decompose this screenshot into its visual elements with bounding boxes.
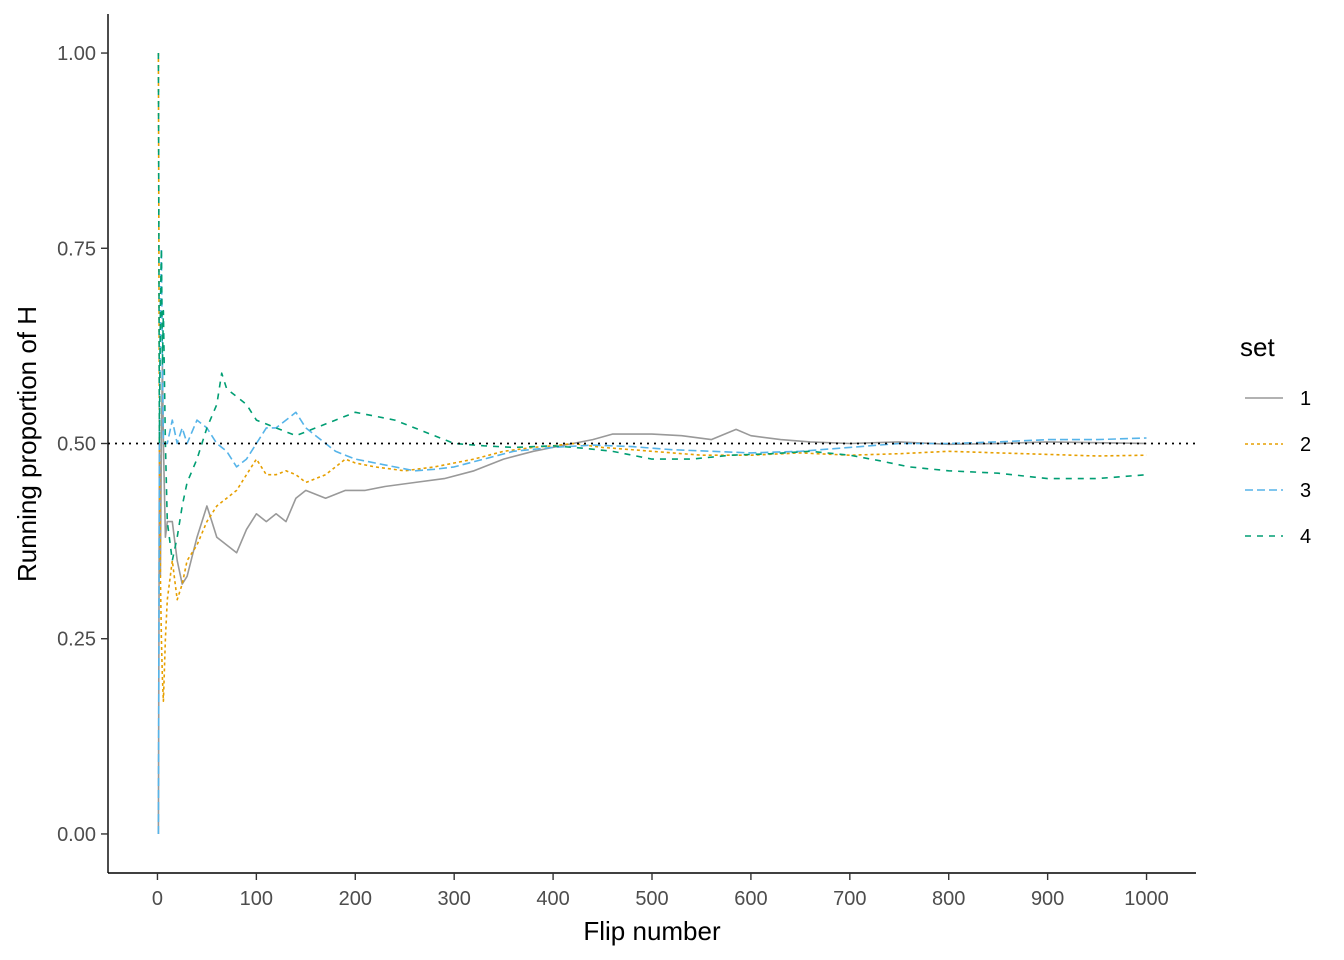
series-layer xyxy=(157,52,1147,835)
series-line-1 xyxy=(157,364,1147,835)
x-tick-label: 500 xyxy=(635,888,668,910)
x-tick-label: 600 xyxy=(734,888,767,910)
y-axis-title: Running proportion of H xyxy=(12,306,42,582)
y-tick-label: 0.00 xyxy=(57,824,96,846)
x-tick-label: 0 xyxy=(152,888,163,910)
legend-item-1: 1 xyxy=(1245,388,1311,410)
y-tick-label: 0.25 xyxy=(57,629,96,651)
series-line-3 xyxy=(157,247,1147,835)
legend-item-4: 4 xyxy=(1245,526,1311,548)
y-tick-label: 0.50 xyxy=(57,434,96,456)
x-tick-label: 900 xyxy=(1031,888,1064,910)
series-line-4 xyxy=(157,52,1147,562)
legend-item-2: 2 xyxy=(1245,434,1311,456)
y-tick-label: 1.00 xyxy=(57,43,96,65)
x-axis-title: Flip number xyxy=(583,916,721,946)
legend-label-2: 2 xyxy=(1300,434,1311,456)
legend-label-1: 1 xyxy=(1300,388,1311,410)
axes-layer: 0 100 200 300 400 500 600 700 800 900 1000 0.00 0.25… xyxy=(57,14,1196,910)
legend-title: set xyxy=(1240,332,1275,362)
x-tick-label: 400 xyxy=(536,888,569,910)
series-line-2 xyxy=(157,52,1147,702)
legend-items: 1 2 3 4 xyxy=(1245,388,1311,548)
x-tick-label: 300 xyxy=(437,888,470,910)
x-tick-label: 700 xyxy=(833,888,866,910)
x-tick-label: 100 xyxy=(240,888,273,910)
legend-label-4: 4 xyxy=(1300,526,1311,548)
legend-item-3: 3 xyxy=(1245,480,1311,502)
x-tick-label: 200 xyxy=(339,888,372,910)
legend-label-3: 3 xyxy=(1300,480,1311,502)
x-tick-label: 800 xyxy=(932,888,965,910)
y-tick-label: 0.75 xyxy=(57,238,96,260)
x-tick-label: 1000 xyxy=(1124,888,1169,910)
legend: set 1 2 3 4 xyxy=(1240,332,1311,548)
